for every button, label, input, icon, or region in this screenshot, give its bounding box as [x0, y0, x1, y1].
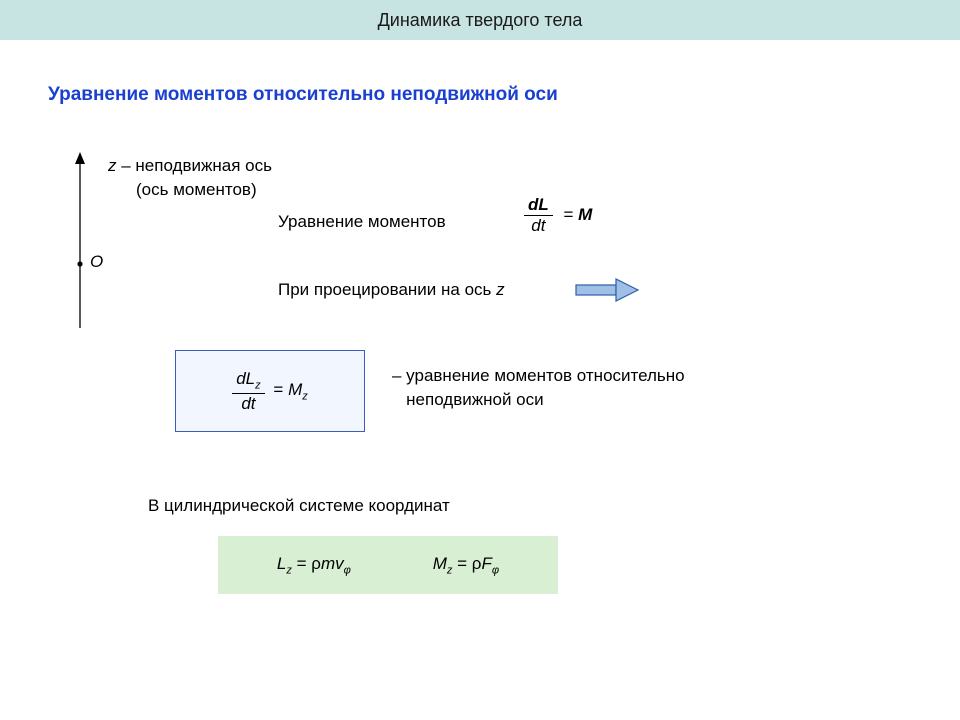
section-title: Уравнение моментов относительно неподвиж…	[48, 84, 558, 106]
cyl-F: F	[481, 554, 491, 573]
z-desc: – неподвижная ось	[117, 156, 272, 175]
eq-moments-formula: dL dt = M	[524, 196, 592, 235]
projection-arrow-icon	[574, 275, 644, 305]
cyl-phi2: φ	[492, 564, 499, 576]
box-den: dt	[232, 394, 264, 413]
axis-diagram	[72, 150, 92, 330]
eq-M: M	[578, 205, 592, 224]
eq-equals: =	[564, 205, 579, 224]
content-area: Уравнение моментов относительно неподвиж…	[0, 40, 960, 720]
boxed-eq-description: – уравнение моментов относительно неподв…	[392, 364, 685, 412]
axis-sub-label: (ось моментов)	[136, 180, 257, 200]
header-band: Динамика твердого тела	[0, 0, 960, 40]
cyl-eq-L: Lz = ρmvφ	[277, 554, 351, 576]
z-var: z	[108, 156, 117, 175]
cylindrical-label: В цилиндрической системе координат	[148, 496, 450, 516]
cyl-mv: mv	[321, 554, 344, 573]
eq-den: dt	[524, 216, 553, 235]
box-M-sub: z	[302, 390, 308, 402]
eq-num: dL	[524, 196, 553, 216]
page-title: Динамика твердого тела	[378, 10, 583, 31]
box-M: M	[288, 380, 302, 399]
cylindrical-box: Lz = ρmvφ Mz = ρFφ	[218, 536, 558, 594]
proj-text: При проецировании на ось	[278, 280, 496, 299]
desc-line2: неподвижной оси	[392, 390, 544, 409]
eq-moments-label: Уравнение моментов	[278, 212, 446, 232]
cyl-L: L	[277, 554, 286, 573]
boxed-eq-content: dLz dt = Mz	[232, 370, 308, 413]
box-eq: =	[273, 380, 288, 399]
cyl-M: M	[433, 554, 447, 573]
box-num-dL: dL	[236, 369, 255, 388]
cyl-eq-M: Mz = ρFφ	[433, 554, 499, 576]
projection-label: При проецировании на ось z	[278, 280, 505, 300]
desc-line1: – уравнение моментов относительно	[392, 366, 685, 385]
boxed-equation: dLz dt = Mz	[175, 350, 365, 432]
origin-label: O	[90, 252, 103, 272]
cyl-phi1: φ	[344, 564, 351, 576]
axis-z-label: z – неподвижная ось	[108, 156, 272, 176]
box-num-sub: z	[255, 379, 261, 391]
proj-z: z	[496, 280, 505, 299]
cyl-eq2: = ρ	[452, 554, 481, 573]
cyl-eq1: = ρ	[292, 554, 321, 573]
